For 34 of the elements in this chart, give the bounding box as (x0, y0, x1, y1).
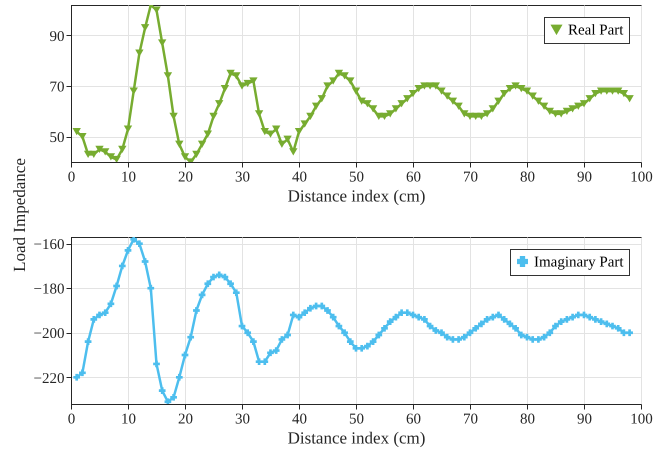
x-tick-label: 40 (292, 170, 307, 186)
x-tick-label: 100 (630, 412, 653, 428)
y-tick-label: 90 (50, 28, 64, 45)
x-tick-label: 80 (520, 170, 535, 186)
x-tick-label: 70 (463, 412, 478, 428)
x-tick-label: 20 (178, 170, 193, 186)
x-tick-label: 30 (235, 170, 250, 186)
x-tick-label: 60 (406, 412, 421, 428)
x-tick-label: 40 (292, 412, 307, 428)
x-tick-label: 100 (630, 170, 653, 186)
legend-label: Imaginary Part (534, 254, 624, 270)
y-tick-label: 70 (50, 80, 64, 96)
x-tick-label: 50 (349, 412, 364, 428)
x-tick-label: 90 (577, 412, 592, 428)
x-tick-label: 0 (68, 170, 76, 186)
x-tick-label: 70 (463, 170, 478, 186)
y-tick-label: 50 (50, 130, 64, 146)
y-tick-label: −180 (34, 282, 64, 298)
x-tick-label: 10 (121, 412, 136, 428)
x-tick-label: 10 (121, 170, 136, 186)
x-axis-title: Distance index (cm) (288, 428, 426, 448)
x-tick-label: 20 (178, 412, 193, 428)
y-tick-label: −200 (34, 326, 64, 342)
x-tick-label: 30 (235, 412, 250, 428)
x-tick-label: 0 (68, 412, 76, 428)
y-tick-label: −160 (34, 237, 64, 254)
legend-label: Real Part (568, 22, 624, 38)
x-tick-label: 50 (349, 170, 364, 186)
x-tick-label: 80 (520, 412, 535, 428)
y-axis-title: Load Impedance (10, 158, 30, 272)
y-tick-label: −220 (34, 370, 64, 387)
x-tick-label: 60 (406, 170, 421, 186)
x-tick-label: 90 (577, 170, 592, 186)
x-axis-title: Distance index (cm) (288, 186, 426, 206)
